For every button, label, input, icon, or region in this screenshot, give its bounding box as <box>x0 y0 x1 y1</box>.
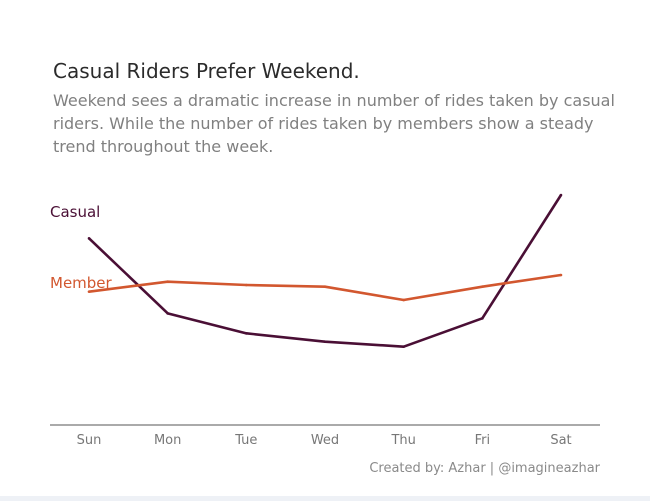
x-tick-label-sat: Sat <box>550 433 571 448</box>
x-tick-label-wed: Wed <box>311 433 339 448</box>
chart-title: Casual Riders Prefer Weekend. <box>53 59 360 83</box>
x-tick-label-sun: Sun <box>77 433 102 448</box>
bottom-strip <box>0 496 650 501</box>
data-point-casual-wed <box>323 340 327 343</box>
data-point-member-sun <box>87 290 91 293</box>
data-point-member-thu <box>402 298 405 302</box>
data-point-member-fri <box>481 285 484 288</box>
series-line-casual <box>88 194 563 348</box>
data-point-casual-thu <box>402 345 405 348</box>
series-label-casual: Casual <box>50 203 100 221</box>
data-point-member-tue <box>245 283 248 287</box>
data-point-casual-mon <box>166 312 169 315</box>
x-tick-label-fri: Fri <box>475 433 491 448</box>
credit-text: Created by: Azhar | @imagineazhar <box>369 461 600 476</box>
data-point-casual-sat <box>559 193 563 197</box>
data-point-casual-sun <box>87 237 91 240</box>
data-point-casual-fri <box>481 317 484 320</box>
data-point-member-sat <box>559 273 563 277</box>
x-tick-label-thu: Thu <box>390 433 415 448</box>
data-point-casual-tue <box>245 332 248 335</box>
data-point-member-wed <box>323 285 327 288</box>
data-point-member-mon <box>166 280 169 283</box>
x-tick-label-mon: Mon <box>154 433 181 448</box>
x-tick-label-tue: Tue <box>234 433 257 448</box>
chart-subtitle: Weekend sees a dramatic increase in numb… <box>53 91 615 156</box>
series-label-member: Member <box>50 274 113 292</box>
